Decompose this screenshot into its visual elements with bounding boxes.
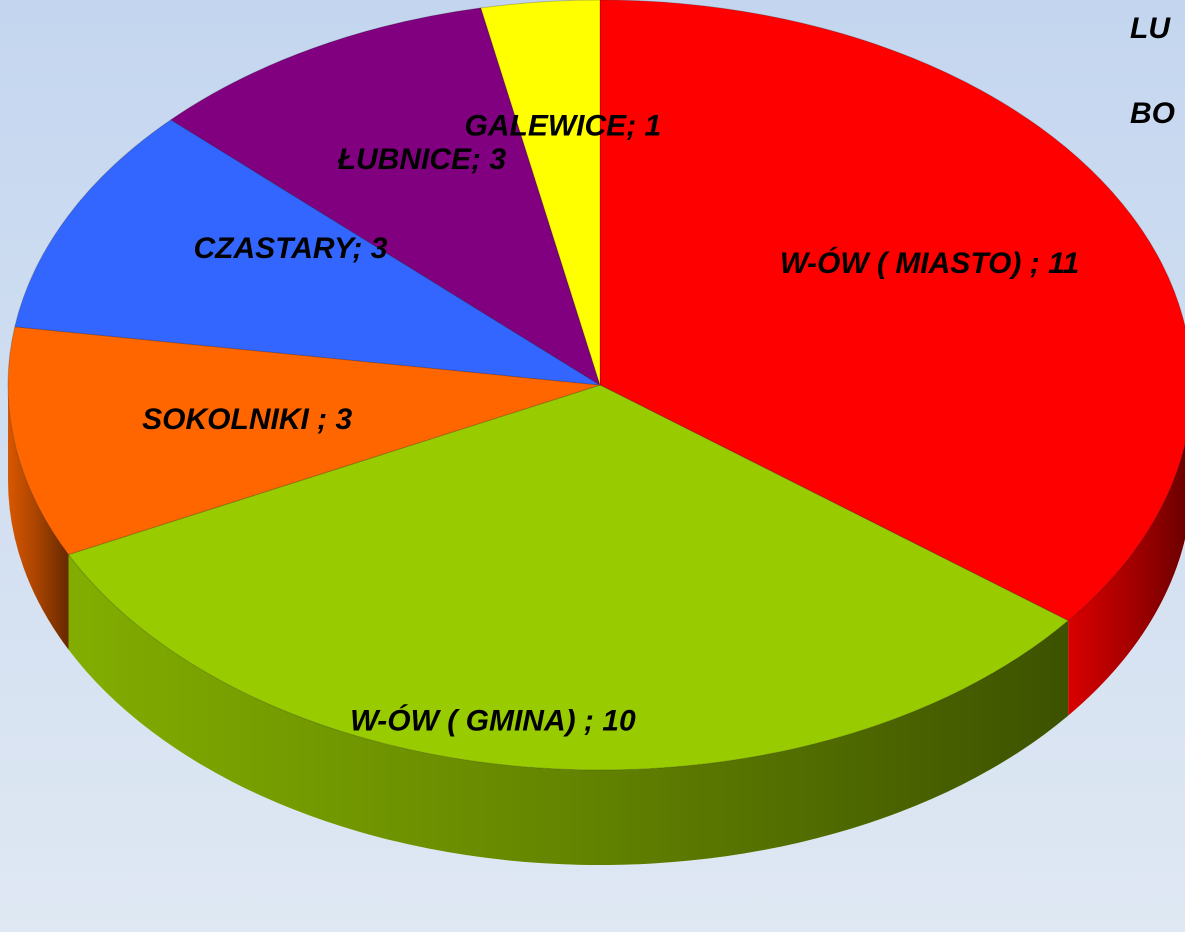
slice: [170, 7, 601, 387]
slice: [480, 0, 601, 386]
data-label: GALEWICE; 1: [465, 109, 662, 142]
data-label: SOKOLNIKI ; 3: [142, 403, 352, 436]
data-label: W-ÓW ( GMINA) ; 10: [350, 703, 636, 737]
slice-side-shade: [68, 554, 1069, 865]
data-label: W-ÓW ( MIASTO) ; 11: [780, 246, 1079, 280]
data-label: ŁUBNICE; 3: [337, 143, 507, 176]
annotation: BO: [1130, 97, 1175, 130]
slice: [67, 384, 1070, 771]
slice: [599, 0, 1185, 622]
slice: [14, 119, 601, 386]
annotation: LU: [1130, 12, 1171, 45]
slice-side-shade: [1068, 443, 1185, 716]
slice: [7, 326, 601, 556]
slice-side-shade: [8, 385, 69, 650]
data-label: CZASTARY; 3: [194, 232, 388, 265]
